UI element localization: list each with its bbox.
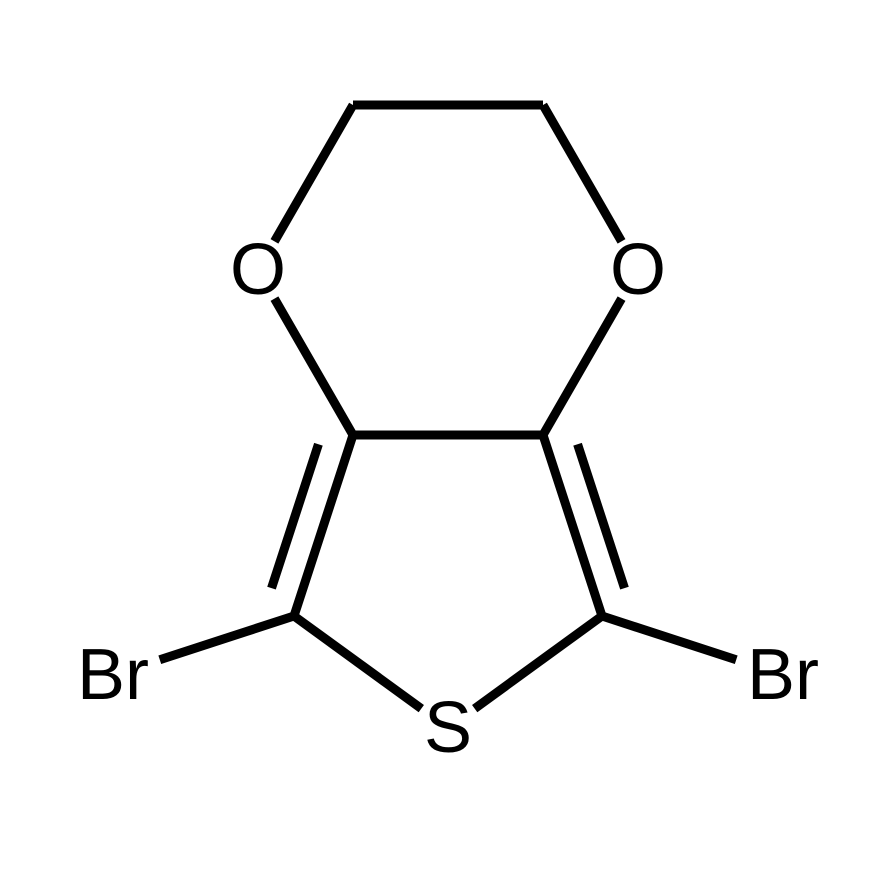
atom-label-br: Br [77, 635, 149, 715]
bond-line [475, 616, 602, 709]
bond-line [543, 105, 622, 241]
bond-line [294, 616, 421, 709]
bond-line [543, 435, 602, 616]
atom-label-s: S [424, 688, 472, 768]
bond-line [543, 299, 622, 435]
bond-line [274, 105, 353, 241]
atom-label-o: O [230, 230, 286, 310]
bond-line [294, 435, 353, 616]
bond-line [160, 616, 294, 660]
atom-label-br: Br [747, 635, 819, 715]
bond-line [602, 616, 736, 660]
molecule-diagram: O O S Br Br [0, 0, 890, 890]
bond-line [274, 299, 353, 435]
atom-label-o: O [610, 230, 666, 310]
